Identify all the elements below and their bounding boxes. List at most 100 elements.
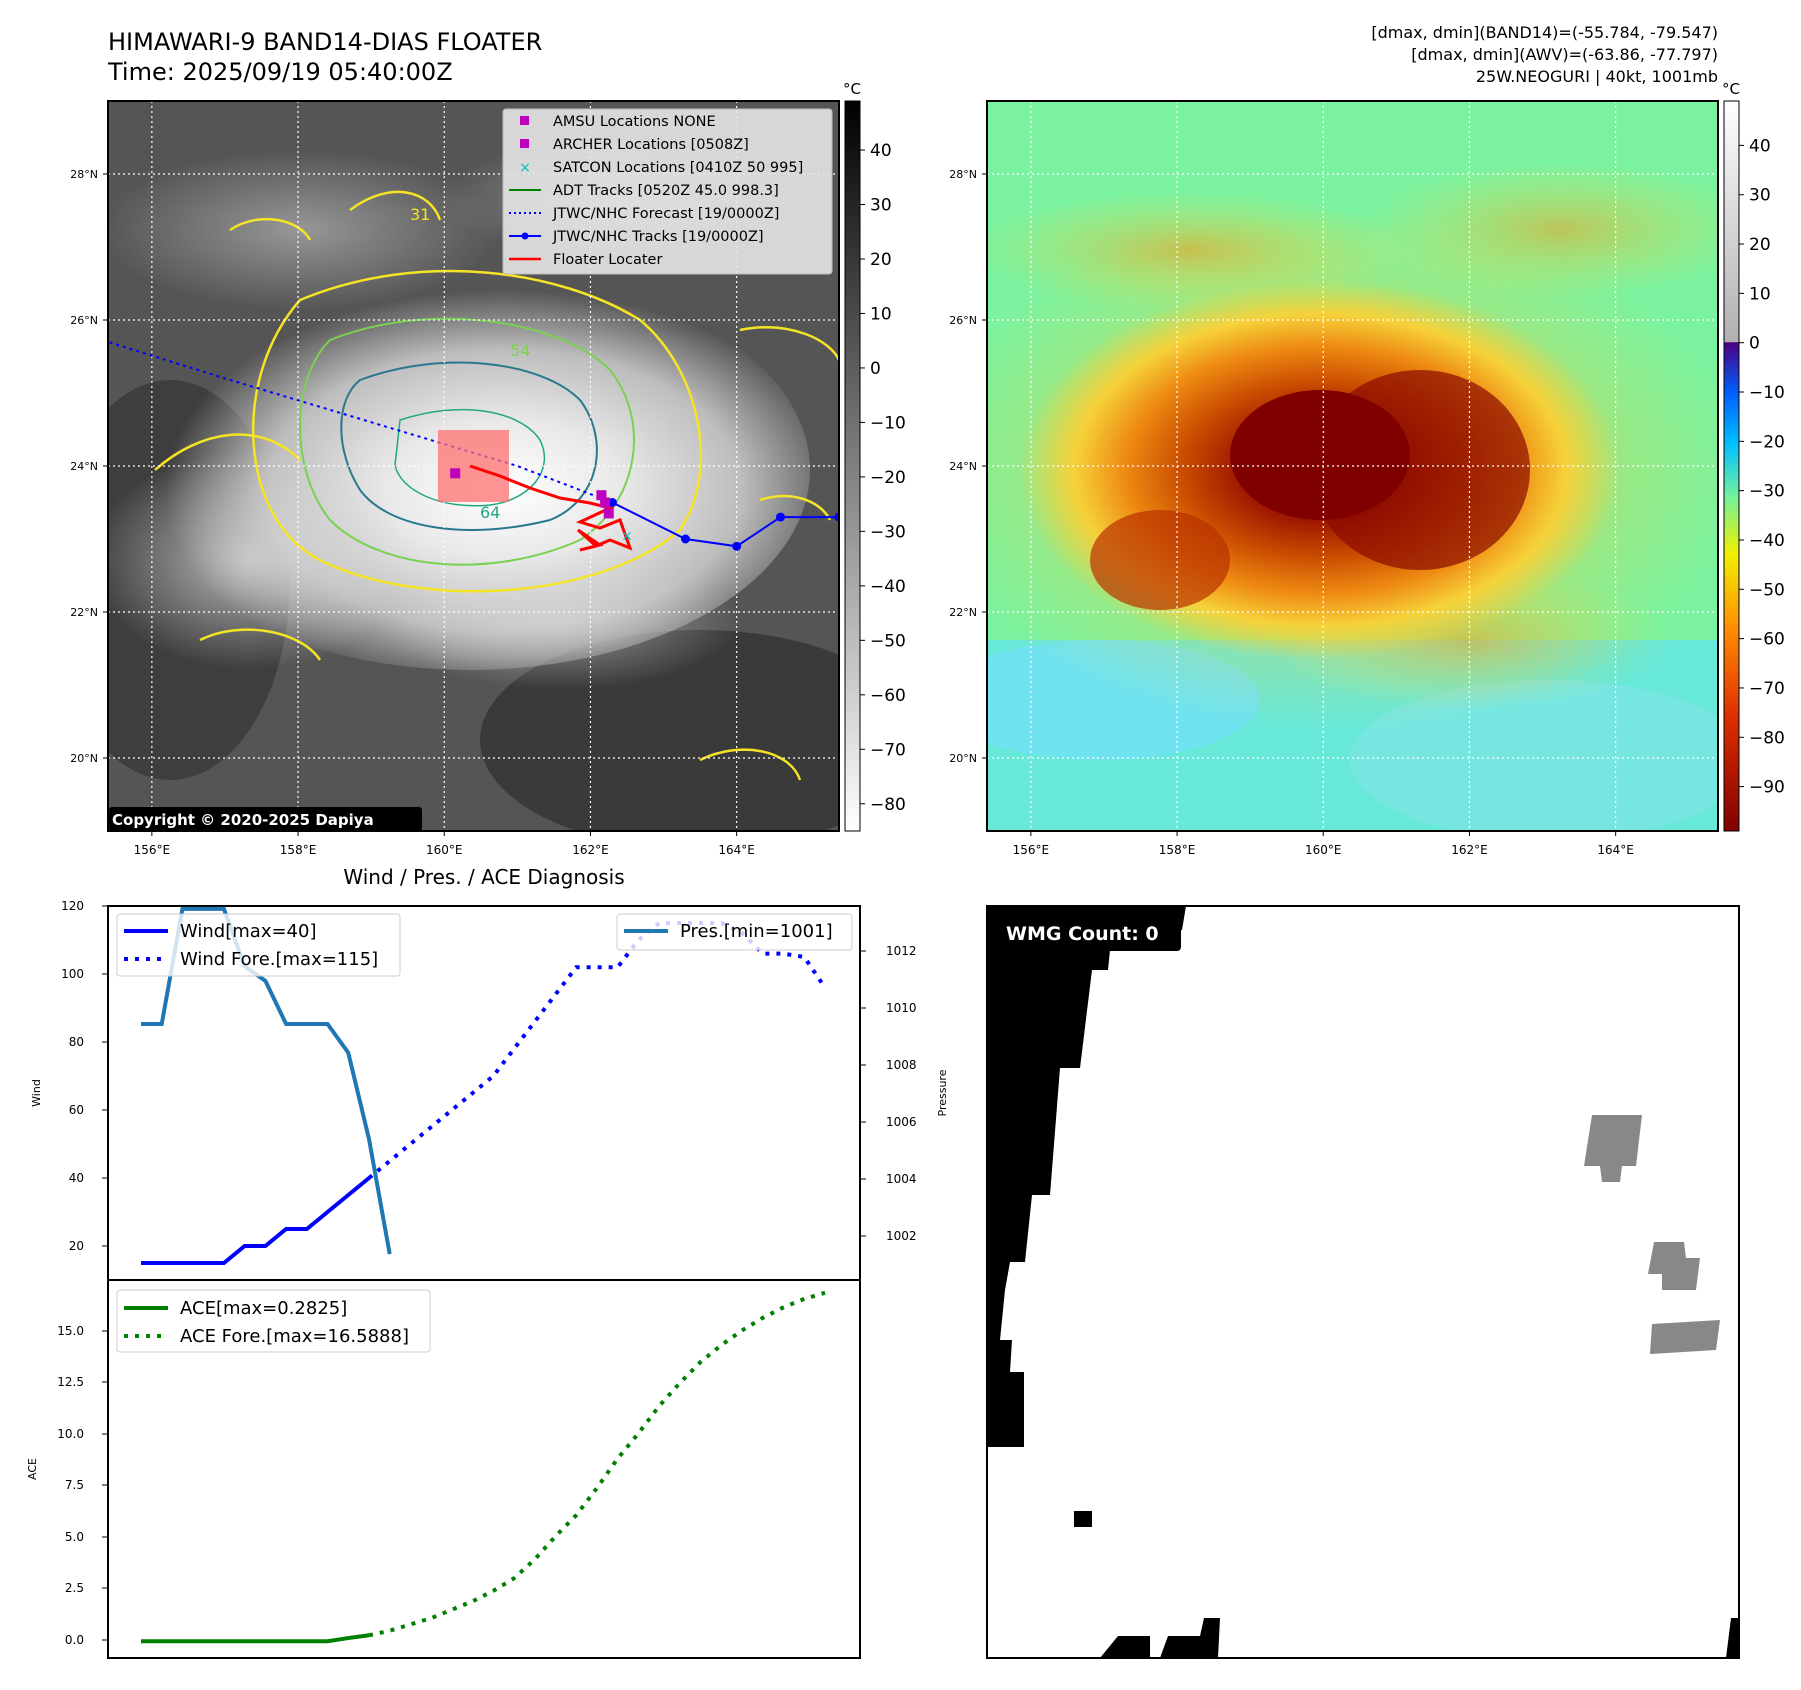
- colorbar-tick-label: 40: [870, 141, 892, 161]
- wind-ticks: 20 40 60 80 100 120: [61, 899, 108, 1253]
- ace-tick: 15.0: [57, 1324, 84, 1338]
- colorbar-tick-label: −20: [1749, 432, 1785, 452]
- pressure-tick: 1008: [886, 1058, 917, 1072]
- ace-tick: 10.0: [57, 1427, 84, 1441]
- colorbar-tick-label: 20: [1749, 235, 1771, 255]
- awv-panel: 156°E 158°E 160°E 162°E 164°E 28°N 26°N 24°N 22°…: [949, 80, 1785, 857]
- ace-ylabel: ACE: [26, 1458, 39, 1480]
- satcon-marker: ×: [621, 528, 633, 544]
- colorbar-tick-label: −90: [1749, 778, 1785, 798]
- ace-panel: ACE 0.0 2.5 5.0 7.5 10.0 12.5 15.0 ACE[m…: [26, 1279, 861, 1659]
- wind-tick: 120: [61, 899, 84, 913]
- wind-tick: 40: [69, 1171, 84, 1185]
- lon-tick-label: 156°E: [134, 843, 171, 857]
- contour-label-54: 54: [510, 341, 530, 360]
- colorbar-tick-label: −40: [1749, 531, 1785, 551]
- lat-tick-label: 24°N: [70, 460, 98, 473]
- awv-colorbar-ticks: 40 30 20 10 0 −10 −20 −30 −40 −50 −60 −70 −80 −90: [1739, 136, 1785, 798]
- colorbar-tick-label: 20: [870, 250, 892, 270]
- pressure-series-line: [141, 906, 392, 1255]
- lon-tick-label: 160°E: [426, 843, 463, 857]
- archer-point: [596, 490, 607, 501]
- pressure-tick: 1002: [886, 1229, 917, 1243]
- colorbar-tick-label: −50: [870, 631, 906, 651]
- archer-point: [603, 508, 614, 519]
- legend-satcon: SATCON Locations [0410Z 50 995]: [553, 160, 803, 176]
- wmg-black-blob: [1074, 1511, 1092, 1527]
- ace-forecast-series-line: [368, 1290, 826, 1638]
- dmax-band14-text: [dmax, dmin](BAND14)=(-55.784, -79.547): [1371, 23, 1718, 42]
- colorbar-tick-label: −80: [870, 795, 906, 815]
- archer-points: [450, 468, 614, 519]
- legend-amsu: AMSU Locations NONE: [553, 114, 716, 130]
- archer-point: [600, 497, 611, 508]
- lat-tick-label: 20°N: [949, 752, 977, 765]
- wind-legend: Wind[max=40] Wind Fore.[max=115]: [116, 913, 401, 977]
- awv-image: [987, 101, 1718, 831]
- wind-pressure-panel: Wind Pressure 20 40 60 80 100 120 1002 1…: [30, 899, 949, 1281]
- colorbar-tick-label: 0: [870, 359, 881, 379]
- colorbar-tick-label: −70: [870, 740, 906, 760]
- storm-info-text: 25W.NEOGURI | 40kt, 1001mb: [1476, 67, 1718, 86]
- pressure-tick: 1010: [886, 1001, 917, 1015]
- legend-ace: ACE[max=0.2825]: [180, 1298, 347, 1319]
- dmax-awv-text: [dmax, dmin](AWV)=(-63.86, -77.797): [1411, 45, 1718, 64]
- satcon-legend-icon: ×: [519, 160, 531, 176]
- colorbar-tick-label: −30: [870, 522, 906, 542]
- colorbar-tick-label: −10: [870, 413, 906, 433]
- lon-tick-label: 164°E: [718, 843, 755, 857]
- figure-title: HIMAWARI-9 BAND14-DIAS FLOATER: [108, 28, 542, 56]
- legend-pres: Pres.[min=1001]: [680, 921, 833, 942]
- archer-point: [450, 468, 461, 479]
- legend-wind-fore: Wind Fore.[max=115]: [180, 949, 378, 970]
- ir-axis-ticks: 156°E 158°E 160°E 162°E 164°E 28°N 26°N 24°N 22°…: [70, 168, 755, 857]
- colorbar-tick-label: −20: [870, 468, 906, 488]
- lat-tick-label: 22°N: [70, 606, 98, 619]
- ace-tick: 0.0: [65, 1633, 84, 1647]
- wmg-black-blob: [1160, 1618, 1220, 1658]
- colorbar-tick-label: −70: [1749, 679, 1785, 699]
- ir-legend: AMSU Locations NONE ARCHER Locations [05…: [502, 108, 833, 275]
- awv-colorbar-unit: °C: [1722, 80, 1740, 98]
- wmg-black-blob: [1726, 1618, 1739, 1658]
- ace-ticks: 0.0 2.5 5.0 7.5 10.0 12.5 15.0: [57, 1324, 108, 1647]
- colorbar-tick-label: 10: [1749, 284, 1771, 304]
- jtwc-track-points: [607, 498, 839, 551]
- colorbar-tick-label: 30: [870, 196, 892, 216]
- ir-colorbar: [844, 100, 861, 832]
- lon-tick-label: 158°E: [1159, 843, 1196, 857]
- wmg-gray-blob: [1648, 1242, 1700, 1290]
- legend-jtwc-forecast: JTWC/NHC Forecast [19/0000Z]: [552, 206, 779, 222]
- pressure-tick: 1012: [886, 944, 917, 958]
- wmg-black-blob: [1100, 1636, 1150, 1658]
- colorbar-tick-label: −30: [1749, 482, 1785, 502]
- contour-label-64: 64: [480, 503, 500, 522]
- lat-tick-label: 26°N: [949, 314, 977, 327]
- lon-tick-label: 160°E: [1305, 843, 1342, 857]
- colorbar-tick-label: −60: [870, 686, 906, 706]
- lat-tick-label: 22°N: [949, 606, 977, 619]
- colorbar-tick-label: 0: [1749, 334, 1760, 354]
- ace-series-line: [141, 1633, 370, 1644]
- lat-tick-label: 20°N: [70, 752, 98, 765]
- ace-legend: ACE[max=0.2825] ACE Fore.[max=16.5888]: [116, 1289, 431, 1353]
- wind-tick: 100: [61, 967, 84, 981]
- wind-tick: 60: [69, 1103, 84, 1117]
- lat-tick-label: 24°N: [949, 460, 977, 473]
- legend-jtwc-track: JTWC/NHC Tracks [19/0000Z]: [552, 229, 764, 245]
- figure-time: Time: 2025/09/19 05:40:00Z: [107, 58, 453, 86]
- lat-tick-label: 26°N: [70, 314, 98, 327]
- diag-title: Wind / Pres. / ACE Diagnosis: [343, 865, 624, 889]
- pressure-ylabel: Pressure: [936, 1069, 949, 1116]
- colorbar-tick-label: −50: [1749, 580, 1785, 600]
- ace-tick: 5.0: [65, 1530, 84, 1544]
- lat-tick-label: 28°N: [949, 168, 977, 181]
- ir-colorbar-ticks: 40 30 20 10 0 −10 −20 −30 −40 −50 −60 −70 −80: [860, 141, 906, 815]
- wmg-black-mask: [987, 906, 1186, 1447]
- lon-tick-label: 158°E: [280, 843, 317, 857]
- lon-tick-label: 156°E: [1013, 843, 1050, 857]
- wind-tick: 80: [69, 1035, 84, 1049]
- lat-tick-label: 28°N: [70, 168, 98, 181]
- awv-gridlines: [987, 101, 1718, 831]
